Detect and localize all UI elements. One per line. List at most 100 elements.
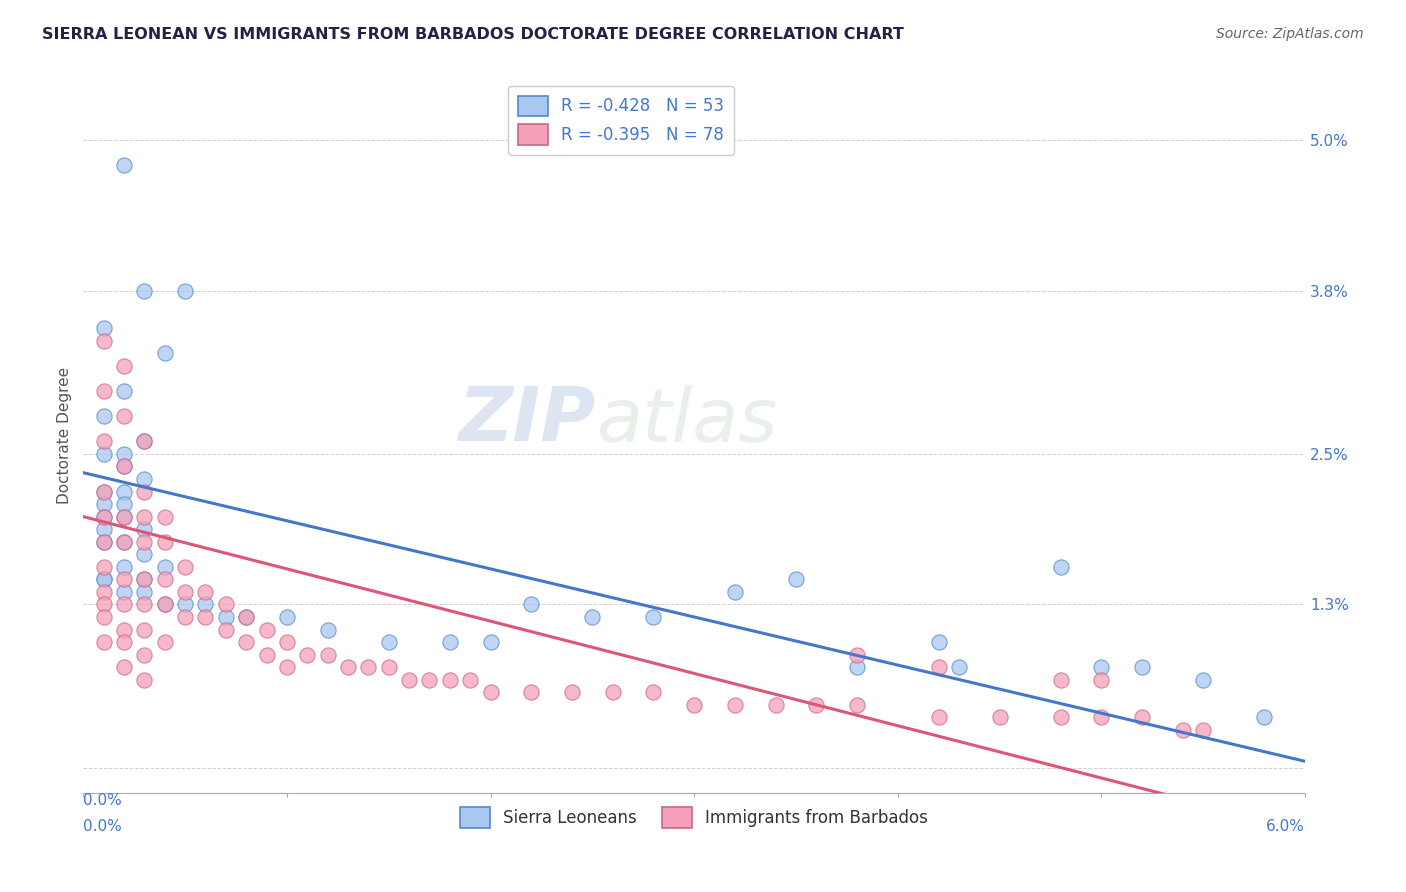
Point: [112, 559, 135, 574]
Point: [134, 522, 156, 536]
Point: [153, 635, 176, 649]
Point: [93, 434, 115, 449]
Point: [520, 598, 543, 612]
Point: [153, 559, 176, 574]
Point: [93, 585, 115, 599]
Point: [93, 559, 115, 574]
Point: [112, 497, 135, 511]
Point: [1130, 660, 1153, 674]
Point: [134, 673, 156, 687]
Point: [398, 673, 420, 687]
Point: [112, 459, 135, 474]
Point: [1049, 559, 1071, 574]
Point: [1049, 710, 1071, 724]
Point: [337, 660, 360, 674]
Point: [153, 598, 176, 612]
Point: [643, 610, 665, 624]
Point: [1130, 710, 1153, 724]
Point: [93, 321, 115, 335]
Y-axis label: Doctorate Degree: Doctorate Degree: [58, 367, 72, 504]
Point: [215, 610, 238, 624]
Point: [93, 572, 115, 586]
Point: [153, 346, 176, 360]
Point: [377, 660, 399, 674]
Point: [174, 610, 197, 624]
Point: [93, 497, 115, 511]
Point: [724, 585, 747, 599]
Point: [93, 572, 115, 586]
Point: [643, 685, 665, 699]
Point: [174, 585, 197, 599]
Point: [194, 610, 217, 624]
Point: [112, 635, 135, 649]
Point: [988, 710, 1011, 724]
Point: [93, 635, 115, 649]
Point: [93, 409, 115, 424]
Point: [93, 534, 115, 549]
Point: [93, 534, 115, 549]
Point: [134, 547, 156, 561]
Point: [134, 284, 156, 298]
Point: [439, 635, 461, 649]
Point: [112, 534, 135, 549]
Point: [194, 598, 217, 612]
Point: [134, 572, 156, 586]
Point: [194, 585, 217, 599]
Point: [93, 484, 115, 499]
Point: [377, 635, 399, 649]
Point: [1090, 710, 1112, 724]
Point: [256, 648, 278, 662]
Point: [134, 572, 156, 586]
Point: [928, 710, 950, 724]
Point: [134, 585, 156, 599]
Point: [134, 509, 156, 524]
Point: [112, 534, 135, 549]
Point: [683, 698, 706, 712]
Point: [1090, 673, 1112, 687]
Point: [174, 559, 197, 574]
Point: [1090, 660, 1112, 674]
Point: [928, 660, 950, 674]
Point: [134, 484, 156, 499]
Point: [276, 660, 298, 674]
Point: [215, 623, 238, 637]
Point: [134, 434, 156, 449]
Point: [93, 484, 115, 499]
Point: [112, 509, 135, 524]
Point: [785, 572, 807, 586]
Point: [93, 509, 115, 524]
Point: [112, 158, 135, 172]
Point: [479, 635, 502, 649]
Point: [112, 384, 135, 398]
Point: [153, 534, 176, 549]
Point: [93, 598, 115, 612]
Point: [846, 698, 869, 712]
Point: [174, 284, 197, 298]
Text: 6.0%: 6.0%: [1267, 820, 1305, 834]
Text: 0.0%: 0.0%: [83, 793, 122, 807]
Point: [276, 610, 298, 624]
Point: [93, 447, 115, 461]
Text: SIERRA LEONEAN VS IMMIGRANTS FROM BARBADOS DOCTORATE DEGREE CORRELATION CHART: SIERRA LEONEAN VS IMMIGRANTS FROM BARBAD…: [42, 27, 904, 42]
Point: [256, 623, 278, 637]
Point: [520, 685, 543, 699]
Point: [112, 572, 135, 586]
Point: [846, 660, 869, 674]
Point: [724, 698, 747, 712]
Point: [561, 685, 583, 699]
Point: [581, 610, 603, 624]
Point: [439, 673, 461, 687]
Point: [112, 598, 135, 612]
Point: [93, 334, 115, 348]
Point: [153, 598, 176, 612]
Text: atlas: atlas: [596, 384, 778, 457]
Point: [765, 698, 787, 712]
Point: [948, 660, 970, 674]
Point: [276, 635, 298, 649]
Point: [93, 384, 115, 398]
Text: ZIP: ZIP: [460, 384, 596, 458]
Point: [153, 572, 176, 586]
Point: [112, 585, 135, 599]
Point: [235, 610, 257, 624]
Point: [93, 509, 115, 524]
